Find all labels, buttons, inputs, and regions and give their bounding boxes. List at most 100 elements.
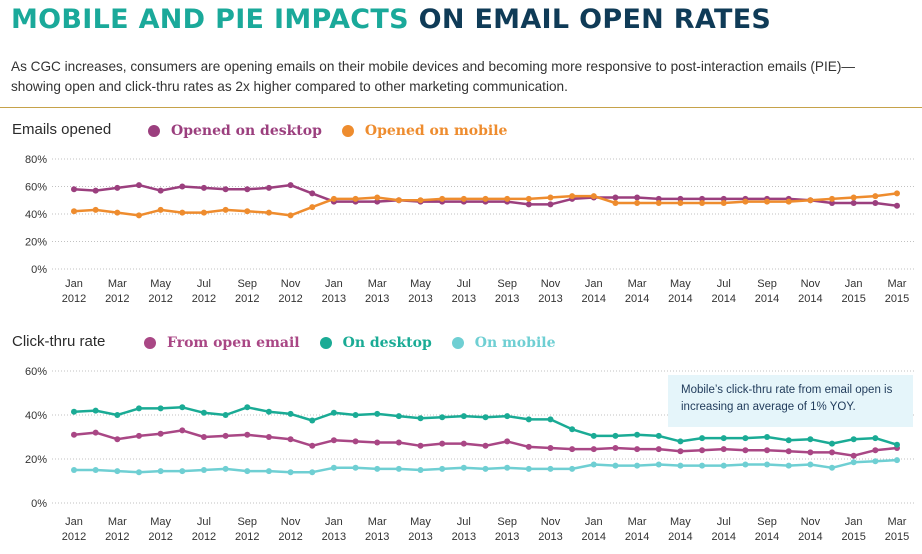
data-point-opened-on-mobile <box>92 206 99 213</box>
data-point-on-desktop <box>92 407 99 414</box>
data-point-on-desktop <box>850 436 857 443</box>
data-point-opened-on-desktop <box>677 195 684 202</box>
data-point-opened-on-desktop <box>179 183 186 190</box>
data-point-from-open-email <box>352 438 359 445</box>
data-point-on-desktop <box>244 404 251 411</box>
data-point-opened-on-mobile <box>374 194 381 201</box>
data-point-opened-on-desktop <box>374 198 381 205</box>
data-point-on-mobile <box>244 468 251 475</box>
data-point-opened-on-mobile <box>135 212 142 219</box>
data-point-opened-on-mobile <box>309 204 316 211</box>
data-point-from-open-email <box>482 442 489 449</box>
data-point-on-desktop <box>612 432 619 439</box>
data-point-opened-on-mobile <box>807 197 814 204</box>
data-point-opened-on-mobile <box>200 209 207 216</box>
page-title: MOBILE AND PIE IMPACTS ON EMAIL OPEN RAT… <box>11 4 771 35</box>
data-point-on-desktop <box>287 410 294 417</box>
data-point-on-mobile <box>504 464 511 471</box>
data-point-from-open-email <box>634 446 641 453</box>
data-point-opened-on-mobile <box>504 195 511 202</box>
x-tick-month: Nov <box>281 516 301 528</box>
x-tick-month: Jan <box>585 278 603 290</box>
data-point-on-desktop <box>569 426 576 433</box>
data-point-on-mobile <box>460 464 467 471</box>
y-tick-label: 0% <box>31 498 47 510</box>
data-point-opened-on-mobile <box>612 200 619 206</box>
data-point-opened-on-desktop <box>720 195 727 202</box>
data-point-from-open-email <box>850 452 857 459</box>
data-point-from-open-email <box>764 447 771 454</box>
data-point-from-open-email <box>179 427 186 434</box>
legend-item-mobile: Opened on mobile <box>341 123 508 139</box>
x-tick-year: 2012 <box>148 293 172 305</box>
x-tick-year: 2012 <box>278 531 302 543</box>
data-point-from-open-email <box>720 446 727 453</box>
legend-dot-desktop <box>148 125 160 137</box>
x-tick-month: Jul <box>717 516 731 528</box>
data-point-on-desktop <box>872 435 879 442</box>
x-tick-year: 2012 <box>105 531 129 543</box>
x-tick-month: Mar <box>108 516 127 528</box>
data-point-on-mobile <box>850 459 857 466</box>
data-point-opened-on-mobile <box>569 193 576 200</box>
x-tick-month: Mar <box>888 278 907 290</box>
data-point-from-open-email <box>71 431 77 438</box>
x-tick-month: Nov <box>801 278 821 290</box>
data-point-opened-on-mobile <box>265 209 272 216</box>
x-tick-month: Jul <box>457 278 471 290</box>
legend-dot-open-email <box>144 337 156 349</box>
data-point-from-open-email <box>439 440 446 447</box>
data-point-on-desktop <box>525 416 532 423</box>
x-tick-month: Sep <box>237 278 257 290</box>
x-tick-year: 2013 <box>365 293 389 305</box>
data-point-opened-on-desktop <box>135 182 142 189</box>
x-tick-year: 2012 <box>192 531 216 543</box>
x-tick-month: May <box>150 516 171 528</box>
data-point-on-desktop <box>504 413 511 420</box>
data-point-opened-on-mobile <box>287 212 294 219</box>
data-point-opened-on-mobile <box>330 195 337 202</box>
data-point-from-open-email <box>309 442 316 449</box>
x-tick-year: 2012 <box>192 293 216 305</box>
x-tick-month: Jan <box>325 278 343 290</box>
data-point-from-open-email <box>655 446 662 453</box>
legend-label-desktop: Opened on desktop <box>171 123 322 139</box>
legend-label-ctr-desktop: On desktop <box>342 335 432 351</box>
data-point-on-desktop <box>417 415 424 422</box>
data-point-opened-on-mobile <box>525 195 532 202</box>
x-tick-month: May <box>410 278 431 290</box>
data-point-on-desktop <box>547 416 554 423</box>
data-point-on-mobile <box>352 464 359 471</box>
data-point-opened-on-desktop <box>850 200 857 206</box>
data-point-opened-on-desktop <box>200 184 207 191</box>
legend-label-mobile: Opened on mobile <box>364 123 508 139</box>
data-point-from-open-email <box>330 437 337 444</box>
chart1-title: Emails opened <box>12 121 112 138</box>
data-point-from-open-email <box>699 447 706 454</box>
legend-dot-mobile <box>341 125 354 137</box>
data-point-opened-on-mobile <box>179 209 186 216</box>
data-point-from-open-email <box>872 447 879 454</box>
data-point-on-desktop <box>222 412 229 418</box>
x-tick-month: Jan <box>65 516 83 528</box>
data-point-on-mobile <box>677 462 684 469</box>
data-point-on-desktop <box>785 437 792 444</box>
data-point-on-mobile <box>634 462 641 469</box>
data-point-from-open-email <box>612 445 619 451</box>
data-point-on-desktop <box>179 404 186 411</box>
data-point-on-desktop <box>482 414 489 421</box>
x-tick-month: Jan <box>325 516 343 528</box>
data-point-opened-on-mobile <box>417 197 424 204</box>
data-point-opened-on-mobile <box>850 194 857 201</box>
x-tick-year: 2014 <box>668 531 692 543</box>
data-point-opened-on-desktop <box>244 186 251 193</box>
x-tick-year: 2014 <box>798 293 822 305</box>
data-point-opened-on-mobile <box>742 198 749 205</box>
data-point-from-open-email <box>244 431 251 438</box>
data-point-on-desktop <box>807 436 814 443</box>
x-tick-month: Mar <box>108 278 127 290</box>
data-point-opened-on-desktop <box>309 190 316 197</box>
x-tick-year: 2013 <box>452 293 476 305</box>
